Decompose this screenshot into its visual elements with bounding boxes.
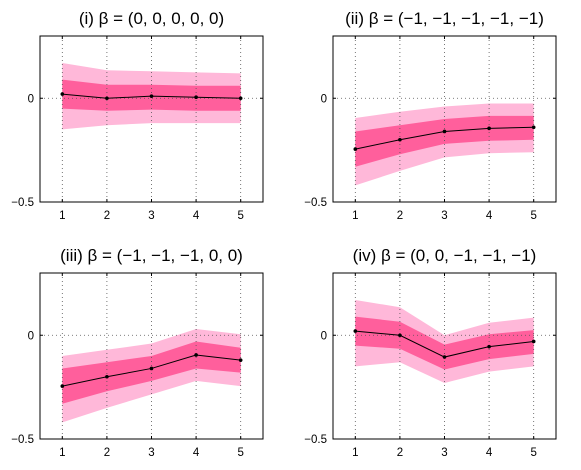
data-point (398, 333, 402, 338)
x-tick-label: 2 (397, 210, 403, 222)
data-point (149, 94, 154, 98)
y-tick-label: 0 (28, 93, 34, 105)
data-point (353, 329, 358, 333)
data-point (60, 92, 65, 96)
x-tick-label: 1 (59, 447, 65, 459)
x-tick-label: 3 (441, 210, 447, 222)
data-point (238, 358, 243, 362)
subplot-title: (ii) β = (−1, −1, −1, −1, −1) (345, 9, 544, 28)
data-point (442, 129, 447, 134)
subplot-1: 1 2 3 4 5 0 −0.5 (i) β = (0, 0, 0, 0, 0) (11, 9, 264, 222)
x-tick-label: 1 (59, 210, 65, 222)
y-tick-label: 0 (321, 330, 327, 342)
y-tick-label: 0 (28, 330, 34, 342)
data-point (194, 95, 198, 100)
data-point (60, 384, 65, 388)
x-tick-label: 4 (486, 210, 493, 222)
x-tick-label: 5 (530, 210, 536, 222)
subplot-4: 1 2 3 4 5 0 −0.5 (iv) β = (0, 0, −1, −1, −1) (304, 246, 557, 459)
x-tick-label: 3 (441, 447, 447, 459)
y-tick-label: −0.5 (304, 197, 327, 209)
data-point (442, 355, 447, 359)
subplot-title: (i) β = (0, 0, 0, 0, 0) (79, 9, 224, 28)
data-point (353, 147, 358, 151)
x-tick-label: 1 (352, 447, 358, 459)
y-tick-label: −0.5 (11, 197, 34, 209)
subplot-3: 1 2 3 4 5 0 −0.5 (iii) β = (−1, −1, −1, 0, 0) (11, 246, 264, 459)
x-tick-label: 1 (352, 210, 358, 222)
x-tick-label: 3 (148, 210, 154, 222)
subplot-title: (iii) β = (−1, −1, −1, 0, 0) (60, 246, 243, 265)
x-tick-label: 2 (104, 210, 110, 222)
data-point (238, 96, 243, 101)
x-tick-label: 3 (148, 447, 154, 459)
subplot-2: 1 2 3 4 5 0 −0.5 (ii) β = (−1, −1, −1, −1, −1) (304, 9, 557, 222)
x-tick-label: 5 (530, 447, 536, 459)
x-tick-label: 4 (486, 447, 493, 459)
x-tick-label: 4 (193, 447, 200, 459)
data-point (105, 374, 109, 379)
x-tick-label: 2 (397, 447, 403, 459)
data-point (194, 353, 198, 357)
subplot-title: (iv) β = (0, 0, −1, −1, −1) (353, 246, 537, 265)
x-tick-label: 4 (193, 210, 200, 222)
x-tick-label: 5 (237, 210, 243, 222)
y-tick-label: −0.5 (11, 434, 34, 446)
y-tick-label: −0.5 (304, 434, 327, 446)
x-tick-label: 2 (104, 447, 110, 459)
data-point (487, 126, 491, 131)
data-point (487, 344, 491, 349)
data-point (531, 339, 536, 344)
y-tick-label: 0 (321, 93, 327, 105)
x-tick-label: 5 (237, 447, 243, 459)
data-point (531, 125, 536, 130)
data-point (398, 137, 402, 142)
data-point (149, 366, 154, 371)
data-point (105, 96, 109, 101)
